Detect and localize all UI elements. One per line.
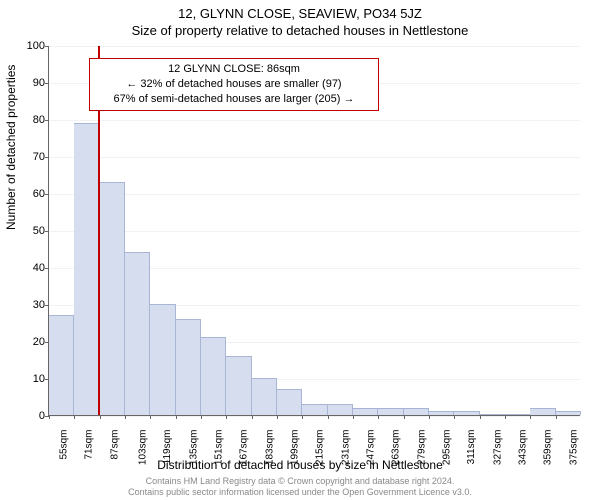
ytick-mark bbox=[45, 194, 49, 195]
xtick-mark bbox=[252, 415, 253, 419]
xtick-mark bbox=[150, 415, 151, 419]
gridline bbox=[49, 231, 580, 232]
histogram-bar bbox=[429, 411, 454, 415]
ytick-mark bbox=[45, 268, 49, 269]
ytick-mark bbox=[45, 46, 49, 47]
histogram-bar bbox=[150, 304, 175, 415]
histogram-bar bbox=[505, 414, 530, 415]
histogram-bar bbox=[480, 414, 505, 415]
xtick-mark bbox=[328, 415, 329, 419]
ytick-label: 50 bbox=[15, 225, 45, 237]
x-axis-label: Distribution of detached houses by size … bbox=[0, 458, 600, 472]
xtick-mark bbox=[454, 415, 455, 419]
xtick-mark bbox=[530, 415, 531, 419]
page-subtitle: Size of property relative to detached ho… bbox=[0, 21, 600, 38]
histogram-bar bbox=[328, 404, 353, 415]
xtick-label: 87sqm bbox=[109, 430, 120, 460]
xtick-mark bbox=[556, 415, 557, 419]
annotation-line: 12 GLYNN CLOSE: 86sqm bbox=[96, 62, 372, 77]
xtick-mark bbox=[100, 415, 101, 419]
ytick-label: 30 bbox=[15, 299, 45, 311]
xtick-mark bbox=[226, 415, 227, 419]
histogram-bar bbox=[454, 411, 479, 415]
xtick-label: 71sqm bbox=[84, 430, 95, 460]
ytick-mark bbox=[45, 120, 49, 121]
ytick-mark bbox=[45, 157, 49, 158]
histogram-bar bbox=[277, 389, 302, 415]
ytick-mark bbox=[45, 83, 49, 84]
y-axis-label: Number of detached properties bbox=[4, 65, 18, 230]
histogram-bar bbox=[226, 356, 251, 415]
xtick-mark bbox=[378, 415, 379, 419]
histogram-bar bbox=[74, 123, 99, 415]
ytick-label: 0 bbox=[15, 410, 45, 422]
xtick-mark bbox=[302, 415, 303, 419]
xtick-mark bbox=[429, 415, 430, 419]
xtick-mark bbox=[505, 415, 506, 419]
histogram-bar bbox=[201, 337, 226, 415]
histogram-bar bbox=[49, 315, 74, 415]
ytick-label: 100 bbox=[15, 40, 45, 52]
gridline bbox=[49, 157, 580, 158]
ytick-mark bbox=[45, 305, 49, 306]
gridline bbox=[49, 194, 580, 195]
xtick-mark bbox=[125, 415, 126, 419]
histogram-bar bbox=[378, 408, 403, 415]
ytick-label: 40 bbox=[15, 262, 45, 274]
gridline bbox=[49, 46, 580, 47]
histogram-bar bbox=[252, 378, 277, 415]
ytick-label: 70 bbox=[15, 151, 45, 163]
histogram-plot: 010203040506070809010055sqm71sqm87sqm103… bbox=[48, 46, 580, 416]
ytick-label: 10 bbox=[15, 373, 45, 385]
annotation-box: 12 GLYNN CLOSE: 86sqm← 32% of detached h… bbox=[89, 58, 379, 111]
footer-line-2: Contains public sector information licen… bbox=[0, 487, 600, 498]
annotation-line: ← 32% of detached houses are smaller (97… bbox=[96, 77, 372, 92]
xtick-mark bbox=[353, 415, 354, 419]
histogram-bar bbox=[353, 408, 378, 415]
footer-attribution: Contains HM Land Registry data © Crown c… bbox=[0, 476, 600, 498]
ytick-mark bbox=[45, 231, 49, 232]
gridline bbox=[49, 416, 580, 417]
footer-line-1: Contains HM Land Registry data © Crown c… bbox=[0, 476, 600, 487]
ytick-label: 80 bbox=[15, 114, 45, 126]
histogram-bar bbox=[176, 319, 201, 415]
histogram-bar bbox=[302, 404, 327, 415]
xtick-mark bbox=[277, 415, 278, 419]
xtick-label: 55sqm bbox=[59, 430, 70, 460]
histogram-bar bbox=[530, 408, 555, 415]
xtick-mark bbox=[49, 415, 50, 419]
histogram-bar bbox=[100, 182, 125, 415]
xtick-mark bbox=[201, 415, 202, 419]
xtick-mark bbox=[480, 415, 481, 419]
ytick-label: 20 bbox=[15, 336, 45, 348]
page-title: 12, GLYNN CLOSE, SEAVIEW, PO34 5JZ bbox=[0, 0, 600, 21]
ytick-label: 90 bbox=[15, 77, 45, 89]
chart-container: 010203040506070809010055sqm71sqm87sqm103… bbox=[48, 46, 580, 416]
xtick-mark bbox=[176, 415, 177, 419]
histogram-bar bbox=[125, 252, 150, 415]
xtick-mark bbox=[404, 415, 405, 419]
annotation-line: 67% of semi-detached houses are larger (… bbox=[96, 92, 372, 107]
histogram-bar bbox=[556, 411, 581, 415]
gridline bbox=[49, 120, 580, 121]
xtick-mark bbox=[74, 415, 75, 419]
histogram-bar bbox=[404, 408, 429, 415]
ytick-label: 60 bbox=[15, 188, 45, 200]
